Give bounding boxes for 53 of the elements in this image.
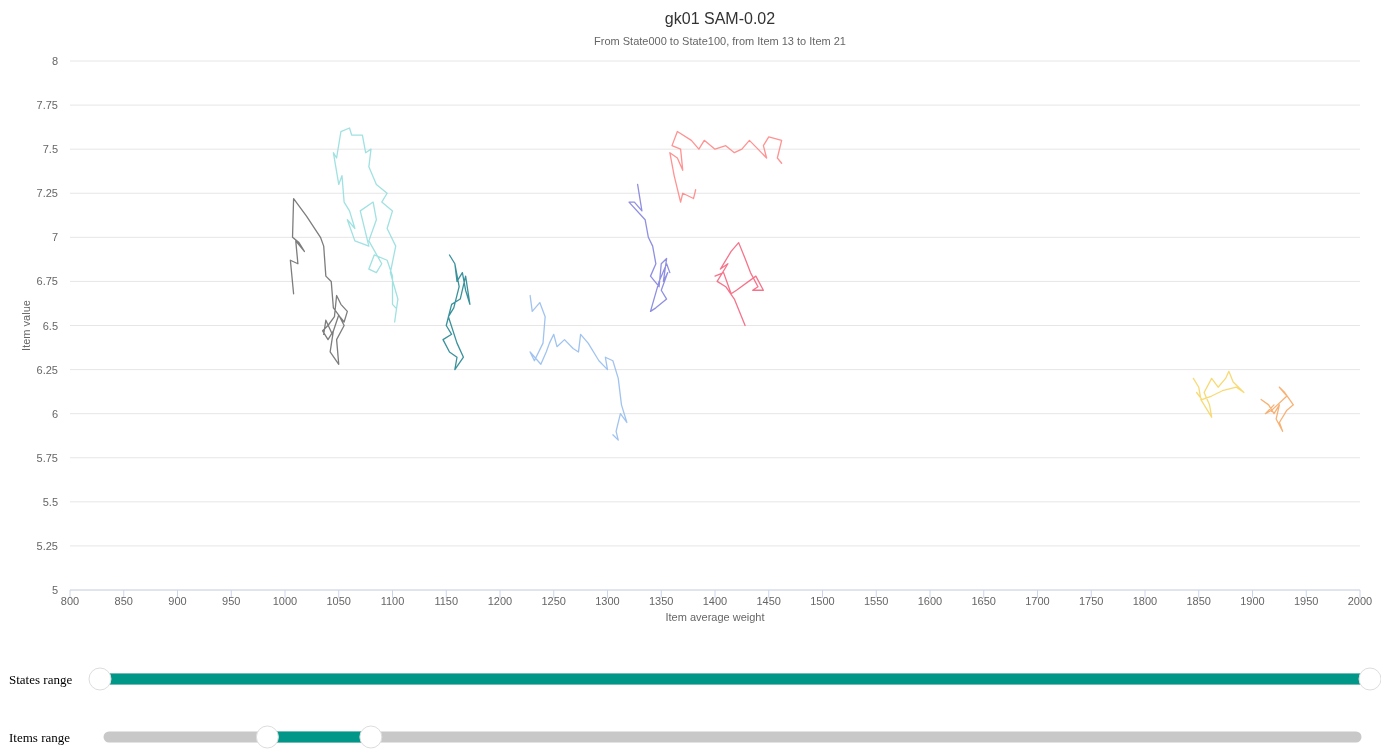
line-series	[289, 197, 348, 365]
x-tick-label: 1650	[971, 595, 996, 607]
line-series	[442, 254, 471, 371]
y-tick-label: 5.25	[36, 539, 58, 552]
y-tick-label: 6.25	[36, 363, 58, 376]
x-tick-label: 1050	[326, 595, 351, 607]
line-series	[332, 127, 399, 323]
chart-title: gk01 SAM-0.02	[664, 10, 776, 27]
y-tick-label: 7.75	[36, 99, 58, 112]
x-tick-label: 1150	[434, 595, 459, 607]
x-tick-label: 1750	[1079, 595, 1104, 607]
x-tick-label: 1400	[702, 595, 728, 607]
x-tick-label: 1250	[541, 595, 566, 607]
chart-subtitle: From State000 to State100, from Item 13 to Item 21	[594, 35, 846, 47]
x-tick-label: 1450	[756, 595, 781, 607]
x-axis-title: Item average weight	[665, 611, 765, 623]
x-tick-label: 1800	[1132, 595, 1158, 607]
x-tick-label: 1300	[595, 595, 620, 607]
x-tick-label: 950	[222, 595, 241, 607]
y-tick-label: 8	[51, 55, 58, 67]
x-tick-label: 1850	[1186, 595, 1211, 607]
line-series	[529, 294, 628, 441]
x-tick-label: 800	[60, 595, 80, 607]
line-series	[1192, 370, 1245, 418]
x-tick-label: 1350	[649, 595, 674, 607]
y-tick-label: 5	[51, 584, 58, 596]
x-tick-label: 1000	[272, 595, 298, 607]
x-tick-label: 1100	[380, 595, 405, 607]
x-tick-label: 1950	[1294, 595, 1319, 607]
y-tick-label: 7.5	[42, 143, 58, 156]
y-tick-label: 6.5	[42, 319, 58, 332]
text: States range	[9, 672, 73, 687]
line-series	[628, 183, 671, 313]
text: Items range	[9, 730, 71, 745]
x-tick-label: 1500	[810, 595, 835, 607]
x-tick-label: 900	[168, 595, 187, 607]
line-series	[714, 241, 765, 327]
y-tick-label: 7.25	[36, 187, 58, 200]
y-tick-label: 6.75	[36, 275, 58, 288]
x-tick-label: 2000	[1347, 595, 1373, 607]
x-tick-label: 1700	[1025, 595, 1050, 607]
y-tick-label: 7	[51, 231, 58, 244]
y-tick-label: 5.75	[36, 451, 58, 464]
x-tick-label: 1200	[487, 595, 513, 607]
y-tick-label: 6	[51, 407, 58, 420]
y-axis-title: Item value	[20, 300, 32, 351]
x-tick-label: 1550	[864, 595, 889, 607]
y-tick-label: 5.5	[42, 495, 58, 508]
line-series	[1260, 386, 1294, 432]
x-tick-label: 850	[114, 595, 133, 607]
x-tick-label: 1600	[917, 595, 943, 607]
line-series	[669, 130, 783, 203]
x-tick-label: 1900	[1240, 595, 1265, 607]
